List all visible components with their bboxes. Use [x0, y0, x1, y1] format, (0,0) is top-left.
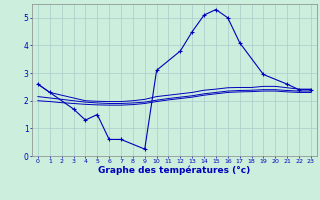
X-axis label: Graphe des températures (°c): Graphe des températures (°c) [98, 166, 251, 175]
